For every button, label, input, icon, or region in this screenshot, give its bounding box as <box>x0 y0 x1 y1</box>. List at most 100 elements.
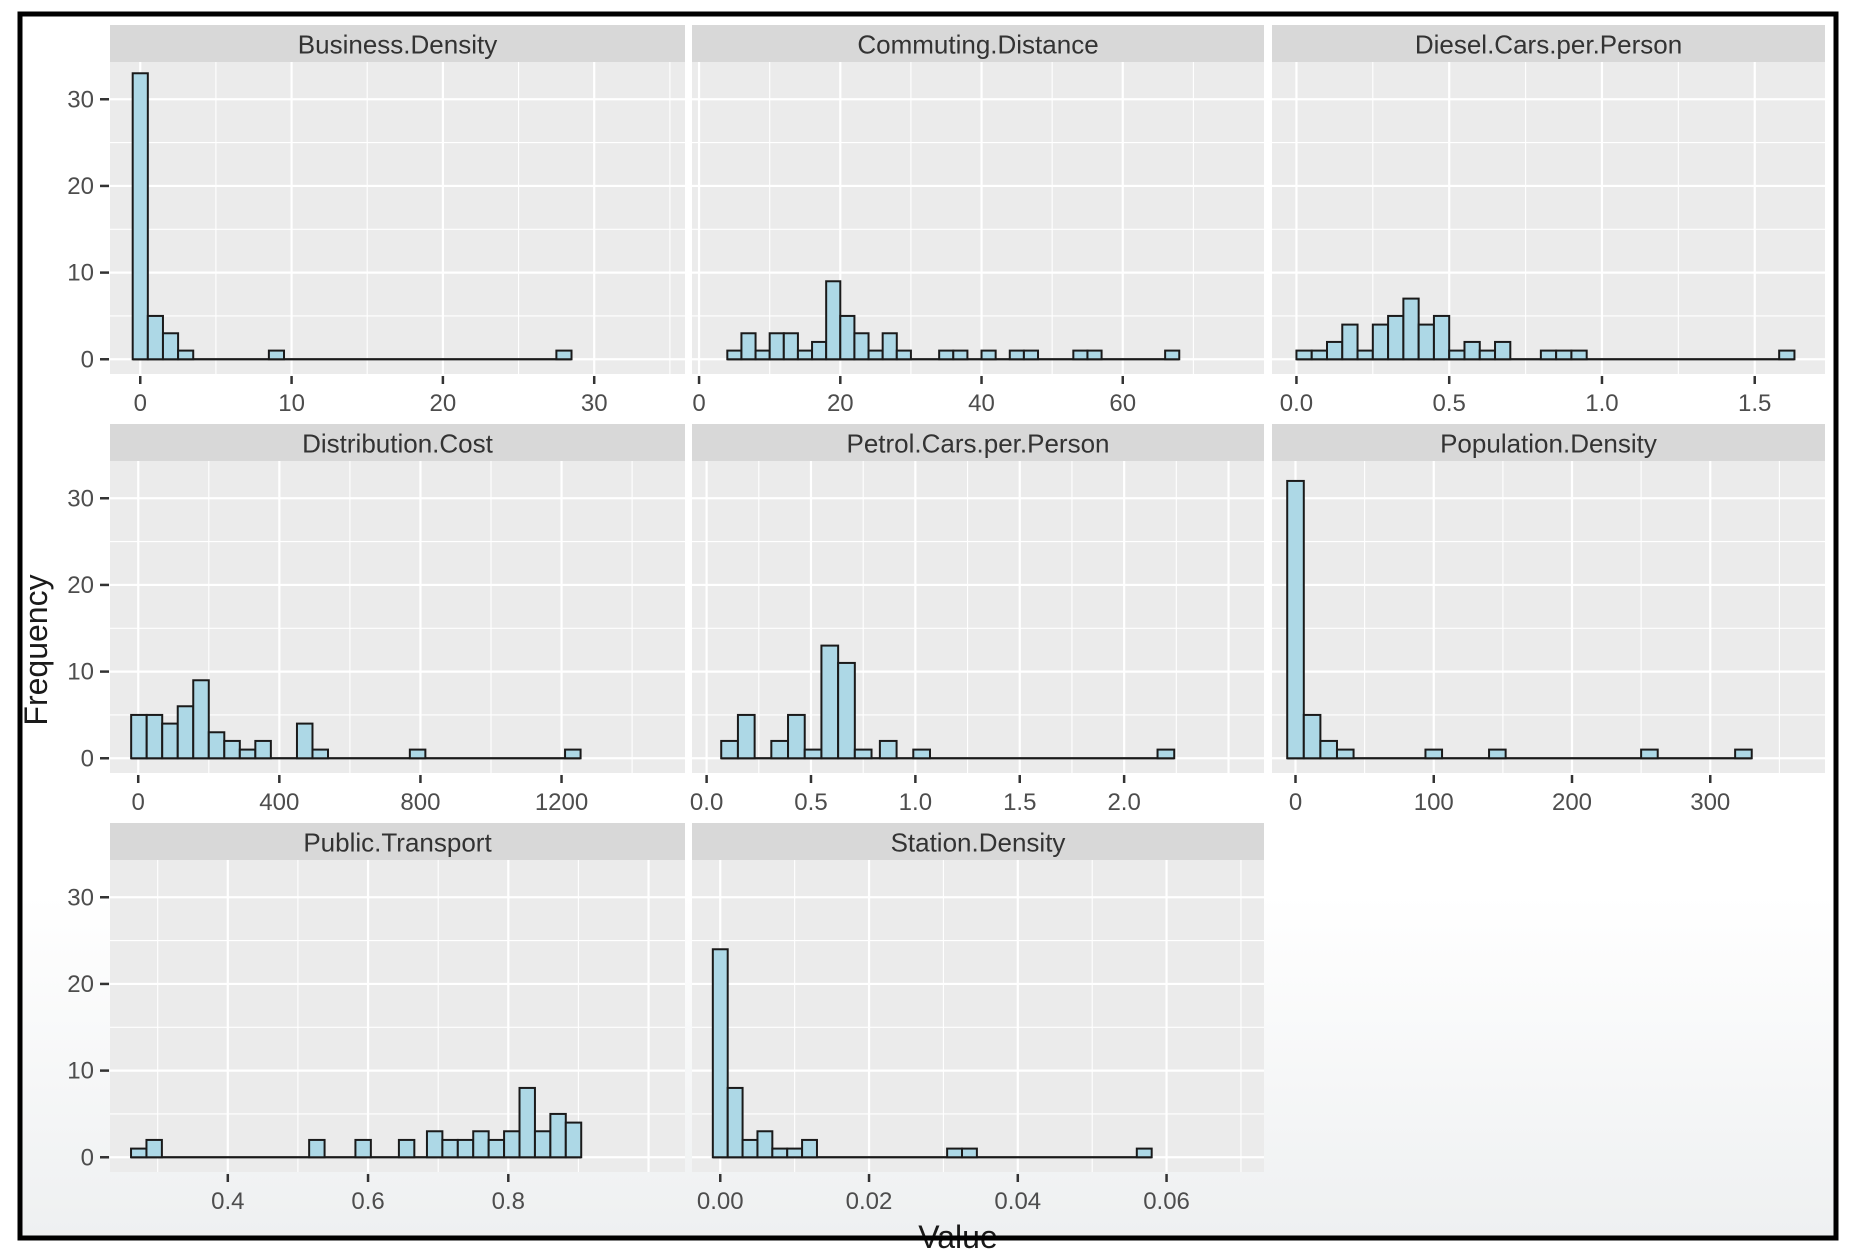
x-tick-label: 10 <box>278 390 305 417</box>
histogram-bar <box>146 314 164 361</box>
x-tick-label: 0.06 <box>1143 1188 1190 1215</box>
histogram-bar <box>1402 297 1420 361</box>
histogram-bar <box>771 1147 789 1159</box>
y-tick-label: 20 <box>67 173 94 200</box>
histogram-bar <box>1424 748 1444 760</box>
panel-background <box>1272 62 1825 374</box>
y-tick-label: 10 <box>67 1058 94 1085</box>
histogram-bar <box>1295 349 1313 361</box>
histogram-bar <box>130 1147 148 1159</box>
panel-Business.Density: Business.Density 0 10 20 30 0 10 20 30 <box>67 25 685 417</box>
x-tick-label: 0 <box>1289 789 1302 816</box>
x-tick-label: 0.00 <box>697 1188 744 1215</box>
histogram-bar <box>397 1138 416 1159</box>
x-tick-label: 0.0 <box>1280 390 1313 417</box>
y-tick-label: 0 <box>81 1144 94 1171</box>
histogram-bar <box>946 1147 964 1159</box>
histogram-bar <box>782 332 799 361</box>
histogram-bar <box>881 332 898 361</box>
histogram-bar <box>825 280 842 361</box>
histogram-bar <box>1417 323 1435 361</box>
histogram-bar <box>741 1138 759 1159</box>
histogram-bar <box>456 1138 475 1159</box>
facet-title: Petrol.Cars.per.Person <box>846 429 1109 459</box>
panel-background <box>692 461 1264 773</box>
x-tick-label: 300 <box>1690 789 1730 816</box>
histogram-bar <box>1310 349 1328 361</box>
histogram-bar <box>1463 340 1481 361</box>
y-axis-title: Frequency <box>18 574 54 725</box>
histogram-bar <box>787 713 806 760</box>
histogram-bar <box>839 314 856 361</box>
y-tick-label: 10 <box>67 260 94 287</box>
x-tick-label: 0.04 <box>994 1188 1041 1215</box>
histogram-bar <box>1319 739 1338 760</box>
x-tick-label: 0.02 <box>846 1188 893 1215</box>
histogram-bar <box>786 1147 804 1159</box>
x-tick-label: 20 <box>827 390 854 417</box>
histogram-bar <box>720 739 739 760</box>
histogram-bar <box>311 748 330 760</box>
histogram-bar <box>1478 349 1497 361</box>
histogram-bar <box>408 748 427 760</box>
x-tick-label: 800 <box>400 789 440 816</box>
histogram-bar <box>1570 349 1588 361</box>
facet-title: Population.Density <box>1440 429 1657 459</box>
histogram-bar <box>711 948 729 1159</box>
x-tick-label: 0 <box>134 390 147 417</box>
histogram-bar <box>1387 314 1405 361</box>
y-tick-label: 20 <box>67 572 94 599</box>
facet-title: Station.Density <box>891 828 1066 858</box>
histogram-bar <box>177 349 195 361</box>
histogram-bar <box>441 1138 459 1159</box>
histogram-bar <box>796 349 814 361</box>
histogram-bar <box>533 1130 552 1159</box>
histogram-bar <box>1156 748 1176 760</box>
facet-strip <box>110 823 685 860</box>
histogram-bar <box>131 72 149 361</box>
histogram-bar <box>770 739 790 760</box>
histogram-bar <box>192 679 210 760</box>
histogram-bar <box>1325 340 1344 361</box>
histogram-bar <box>1448 349 1466 361</box>
histogram-bar <box>1488 748 1507 760</box>
panel-background <box>110 860 685 1172</box>
histogram-bar <box>130 713 148 760</box>
histogram-bar <box>980 349 997 361</box>
histogram-bar <box>254 739 272 760</box>
x-tick-label: 0.0 <box>690 789 723 816</box>
histogram-bar <box>549 1112 567 1159</box>
panel-Commuting.Distance: Commuting.Distance 0 20 40 60 <box>692 25 1264 417</box>
facet-title: Public.Transport <box>303 828 492 858</box>
histogram-bar <box>853 748 873 760</box>
x-tick-label: 0.5 <box>794 789 827 816</box>
x-tick-label: 100 <box>1414 789 1454 816</box>
histogram-bar <box>161 332 180 361</box>
histogram-bar <box>176 705 195 760</box>
histogram-bar <box>768 332 785 361</box>
x-tick-label: 1.5 <box>1003 789 1036 816</box>
panel-Station.Density: Station.Density 0.00 0.02 0.04 0.06 <box>692 823 1264 1215</box>
panel-Population.Density: Population.Density 0 100 200 300 <box>1272 424 1825 816</box>
histogram-bar <box>207 731 226 760</box>
histogram-bar <box>425 1130 444 1159</box>
facet-strip <box>110 424 685 461</box>
histogram-bar <box>267 349 286 361</box>
facet-strip <box>692 25 1264 62</box>
y-tick-label: 30 <box>67 485 94 512</box>
histogram-bar <box>518 1086 536 1159</box>
histogram-bar <box>1778 349 1796 361</box>
histogram-bar <box>1286 479 1305 760</box>
panel-background <box>1272 461 1825 773</box>
facet-title: Business.Density <box>298 30 497 60</box>
histogram-bar <box>1371 323 1390 361</box>
histogram-bar <box>853 332 870 361</box>
histogram-bar <box>308 1138 326 1159</box>
y-tick-label: 30 <box>67 884 94 911</box>
y-tick-label: 10 <box>67 659 94 686</box>
x-tick-label: 1.0 <box>899 789 932 816</box>
histogram-bar <box>961 1147 978 1159</box>
histogram-bar <box>1086 349 1103 361</box>
facet-strip <box>692 424 1264 461</box>
histogram-bar <box>811 340 828 361</box>
